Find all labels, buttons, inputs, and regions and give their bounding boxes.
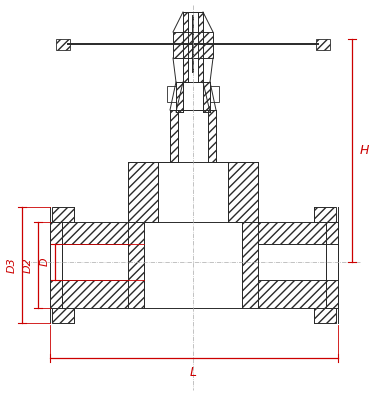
Text: D2: D2	[23, 257, 33, 273]
Text: D3: D3	[7, 257, 17, 273]
Bar	[167, 86, 176, 102]
Bar	[258, 222, 326, 244]
Bar	[50, 244, 62, 280]
Text: D: D	[40, 258, 50, 266]
Bar	[326, 222, 338, 244]
Bar	[183, 82, 203, 112]
Bar	[198, 12, 203, 82]
Bar	[50, 280, 62, 308]
Bar	[316, 39, 330, 50]
Bar	[52, 207, 74, 222]
Bar	[50, 222, 62, 244]
Text: L: L	[190, 367, 196, 379]
Bar	[228, 162, 258, 222]
Bar	[128, 162, 158, 222]
Bar	[52, 308, 74, 323]
Bar	[210, 86, 219, 102]
Bar	[326, 280, 338, 308]
Bar	[242, 222, 258, 308]
Bar	[62, 280, 128, 308]
Bar	[183, 12, 188, 82]
Bar	[188, 12, 198, 82]
Bar	[208, 110, 216, 162]
Bar	[158, 162, 228, 222]
Bar	[258, 244, 326, 280]
Bar	[144, 222, 242, 308]
Bar	[173, 32, 213, 58]
Bar	[314, 207, 336, 222]
Bar	[314, 308, 336, 323]
Bar	[326, 244, 338, 280]
Bar	[170, 110, 178, 162]
Bar	[178, 110, 208, 162]
Bar	[203, 82, 210, 112]
Bar	[176, 82, 183, 112]
Bar	[258, 280, 326, 308]
Bar	[128, 222, 144, 308]
Bar	[62, 244, 128, 280]
Text: H: H	[359, 144, 369, 157]
Bar	[62, 222, 128, 244]
Bar	[56, 39, 70, 50]
